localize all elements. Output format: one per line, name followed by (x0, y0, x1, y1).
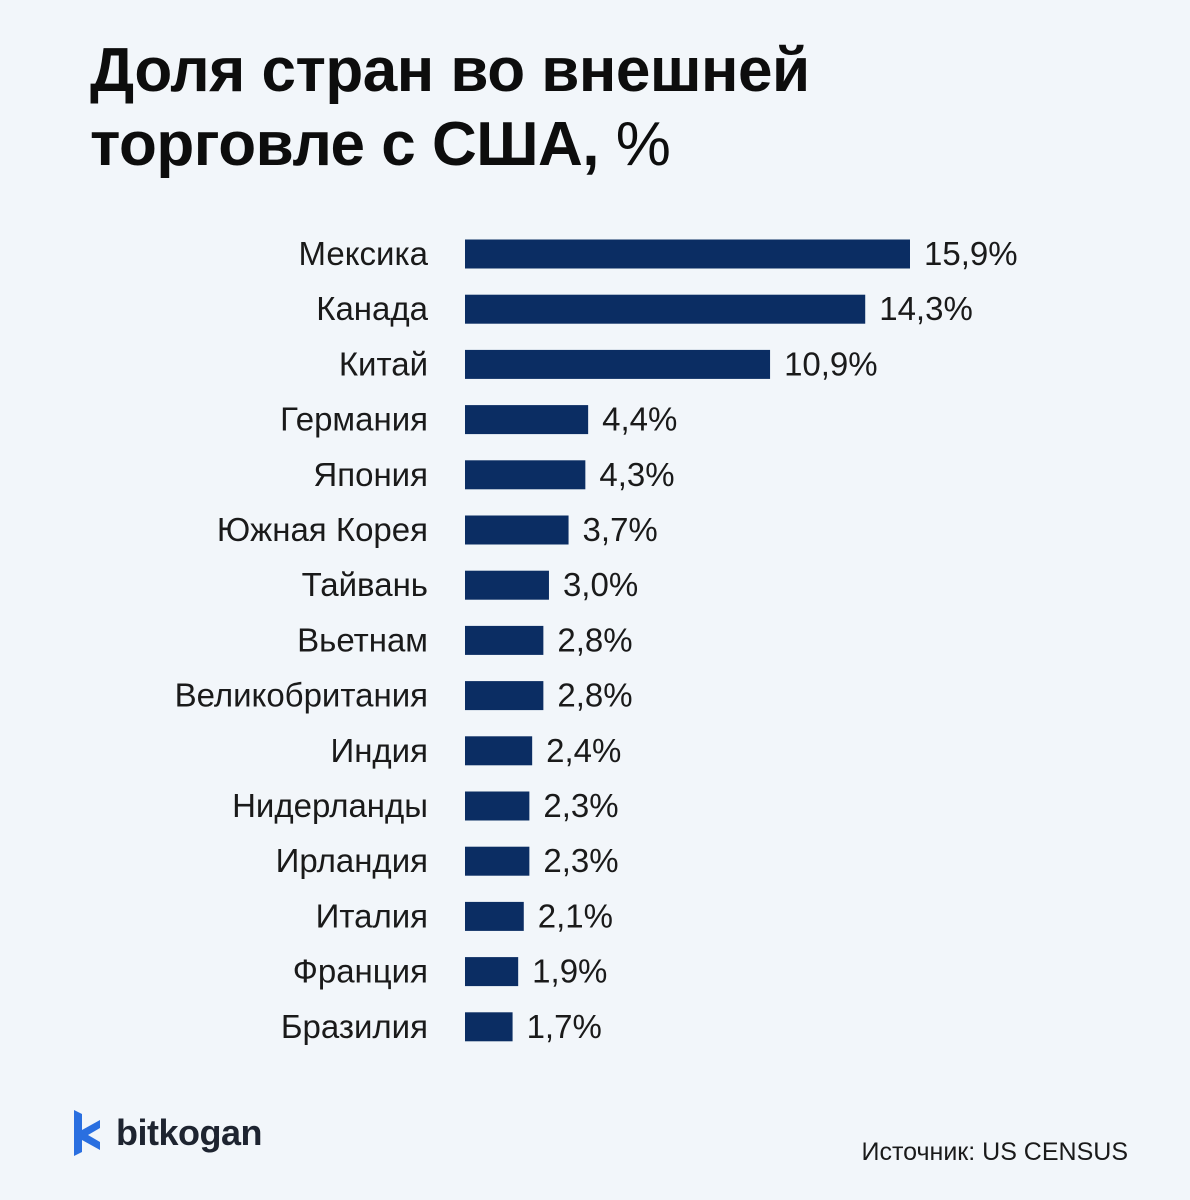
bar (465, 736, 533, 766)
value-label: 2,3% (543, 787, 618, 824)
bar (465, 1012, 513, 1042)
bar (465, 901, 524, 931)
category-label: Тайвань (302, 566, 428, 603)
value-label: 2,3% (543, 842, 618, 879)
bar-chart: Мексика 15,9% Канада 14,3% Китай 10,9% Германи… (175, 235, 1018, 1045)
bar (465, 460, 586, 490)
value-label: 10,9% (784, 345, 878, 382)
bar (465, 349, 771, 379)
category-label: Вьетнам (297, 621, 428, 658)
value-label: 1,7% (527, 1008, 602, 1045)
category-label: Южная Корея (217, 511, 428, 548)
brand-logo: bitkogan (70, 1108, 263, 1158)
bar (465, 515, 569, 545)
bar (465, 570, 549, 600)
source-note: Источник: US CENSUS (861, 1138, 1128, 1166)
category-label: Франция (293, 953, 428, 990)
category-label: Китай (339, 345, 428, 382)
title-unit: % (615, 110, 671, 179)
category-label: Япония (313, 456, 428, 493)
value-label: 3,7% (583, 511, 658, 548)
category-label: Германия (280, 401, 428, 438)
category-label: Канада (316, 290, 428, 327)
title-text: Доля стран во внешней торговле с США, (90, 36, 810, 179)
bar (465, 294, 866, 324)
value-label: 15,9% (924, 235, 1018, 272)
value-label: 1,9% (532, 953, 607, 990)
value-label: 2,1% (538, 897, 613, 934)
value-label: 4,4% (602, 401, 677, 438)
bar (465, 625, 544, 655)
value-label: 2,8% (557, 677, 632, 714)
bar (465, 681, 544, 711)
bar (465, 846, 530, 876)
value-label: 2,4% (546, 732, 621, 769)
bar (465, 239, 910, 269)
value-label: 2,8% (557, 621, 632, 658)
bar (465, 957, 519, 987)
chart-title: Доля стран во внешней торговле с США, % (90, 34, 1090, 182)
bar (465, 791, 530, 821)
value-label: 14,3% (879, 290, 973, 327)
value-label: 3,0% (563, 566, 638, 603)
category-label: Бразилия (281, 1008, 428, 1045)
category-label: Нидерланды (232, 787, 428, 824)
category-label: Великобритания (175, 677, 428, 714)
bar (465, 405, 589, 435)
category-label: Индия (330, 732, 428, 769)
value-label: 4,3% (599, 456, 674, 493)
category-label: Мексика (299, 235, 429, 272)
category-label: Ирландия (276, 842, 428, 879)
brand-name: bitkogan (116, 1112, 263, 1153)
bitkogan-logo-icon (74, 1110, 100, 1156)
category-label: Италия (316, 897, 428, 934)
